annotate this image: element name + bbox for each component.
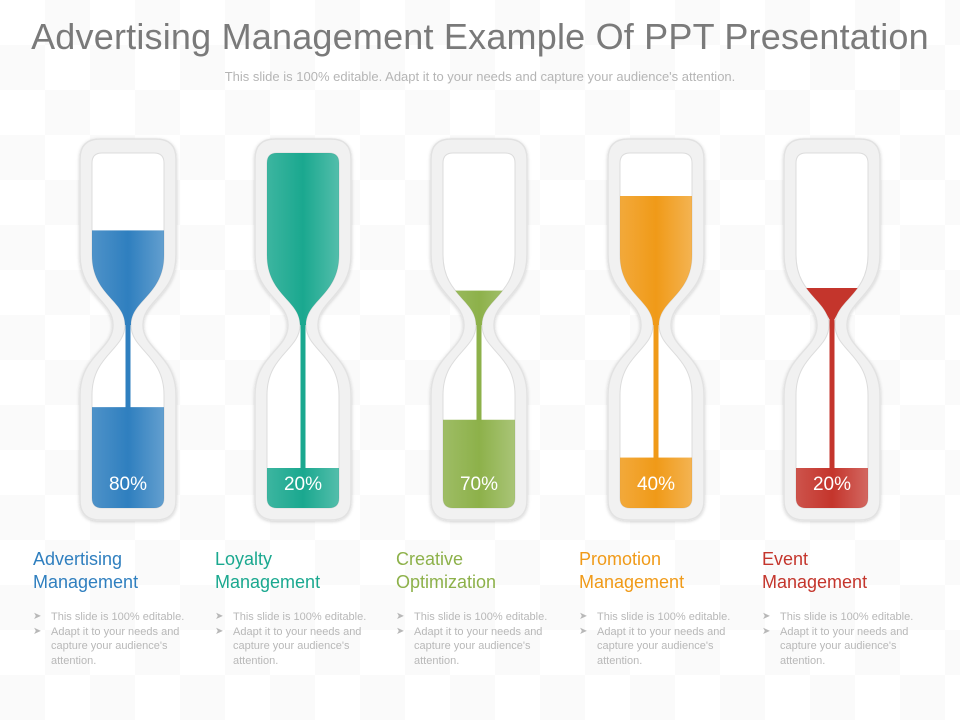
- sand-stream: [300, 320, 306, 470]
- sand-stream: [829, 320, 835, 470]
- caption-title-line: Management: [33, 572, 139, 592]
- caption-title-line: Optimization: [396, 572, 497, 592]
- bullet-item: ➤ Adapt it to your needs and capture your…: [33, 625, 205, 669]
- sand-bottom: [796, 468, 868, 508]
- bullet-arrow-icon: ➤: [396, 625, 405, 637]
- bullet-text: This slide is 100% editable.: [414, 611, 548, 623]
- caption-title-line: Management: [762, 572, 868, 592]
- caption-title: Creative Optimization: [396, 548, 568, 594]
- bullet-arrow-icon: ➤: [579, 625, 588, 637]
- sand-top: [620, 196, 692, 325]
- sand-bottom: [443, 419, 515, 508]
- bullet-text: Adapt it to your needs and capture your …: [597, 625, 726, 667]
- caption-5: Event Management ➤ This slide is 100% edita…: [762, 548, 934, 668]
- bullet-item: ➤ This slide is 100% editable.: [215, 610, 387, 625]
- sand-stream: [653, 320, 659, 460]
- bullet-arrow-icon: ➤: [579, 611, 588, 622]
- hourglass-5: 20%: [783, 138, 881, 521]
- percent-label: 20%: [813, 474, 851, 495]
- caption-title-line: Loyalty: [215, 549, 273, 569]
- hourglass-liquid: [92, 230, 164, 508]
- percent-label: 40%: [637, 474, 675, 495]
- bullet-item: ➤ Adapt it to your needs and capture your…: [396, 625, 568, 669]
- bullet-arrow-icon: ➤: [215, 625, 224, 637]
- caption-title-line: Management: [579, 572, 685, 592]
- bullet-text: Adapt it to your needs and capture your …: [51, 625, 180, 667]
- bullet-text: This slide is 100% editable.: [597, 611, 731, 623]
- hourglass-2: 20%: [254, 138, 352, 521]
- bullet-arrow-icon: ➤: [762, 611, 771, 622]
- bullet-item: ➤ Adapt it to your needs and capture your…: [762, 625, 934, 669]
- caption-2: Loyalty Management ➤ This slide is 100% edi…: [215, 548, 387, 668]
- sand-stream: [476, 320, 482, 422]
- percent-label: 80%: [109, 474, 147, 495]
- bullet-arrow-icon: ➤: [396, 611, 405, 622]
- hourglass-liquid: [796, 288, 868, 508]
- caption-3: Creative Optimization ➤ This slide is 100% …: [396, 548, 568, 668]
- hourglass-1: 80%: [79, 138, 177, 521]
- caption-4: Promotion Management ➤ This slide is 100% e…: [579, 548, 751, 668]
- hourglass-diagram: 80% 20% 70% 40% 20%: [79, 138, 881, 521]
- bullet-text: Adapt it to your needs and capture your …: [414, 625, 543, 667]
- caption-bullets: ➤ This slide is 100% editable. ➤ Adapt it t…: [215, 610, 387, 668]
- sand-top: [804, 288, 860, 325]
- bullet-text: Adapt it to your needs and capture your …: [780, 625, 909, 667]
- bullet-item: ➤ This slide is 100% editable.: [33, 610, 205, 625]
- bullet-item: ➤ Adapt it to your needs and capture your…: [215, 625, 387, 669]
- hourglass-4: 40%: [607, 138, 705, 521]
- bullet-item: ➤ Adapt it to your needs and capture your…: [579, 625, 751, 669]
- bullet-arrow-icon: ➤: [762, 625, 771, 637]
- caption-title-line: Management: [215, 572, 321, 592]
- bullet-arrow-icon: ➤: [33, 625, 42, 637]
- percent-label: 70%: [460, 474, 498, 495]
- bullet-arrow-icon: ➤: [215, 611, 224, 622]
- page-title: Advertising Management Example Of PPT Pr…: [31, 16, 929, 57]
- sand-top: [92, 230, 164, 325]
- caption-title: Promotion Management: [579, 548, 751, 594]
- bullet-text: This slide is 100% editable.: [780, 611, 914, 623]
- caption-1: Advertising Management ➤ This slide is 100%…: [33, 548, 205, 668]
- bullet-item: ➤ This slide is 100% editable.: [579, 610, 751, 625]
- page-subtitle: This slide is 100% editable. Adapt it to…: [224, 69, 736, 84]
- sand-bottom: [267, 468, 339, 508]
- sand-stream: [125, 320, 131, 410]
- bullet-item: ➤ This slide is 100% editable.: [762, 610, 934, 625]
- bullet-text: This slide is 100% editable.: [51, 611, 185, 623]
- caption-bullets: ➤ This slide is 100% editable. ➤ Adapt it t…: [33, 610, 205, 668]
- caption-bullets: ➤ This slide is 100% editable. ➤ Adapt it t…: [396, 610, 568, 668]
- bullet-text: Adapt it to your needs and capture your …: [233, 625, 362, 667]
- caption-title: Loyalty Management: [215, 548, 387, 594]
- caption-title-line: Advertising: [33, 549, 123, 569]
- sand-bottom: [620, 457, 692, 508]
- caption-bullets: ➤ This slide is 100% editable. ➤ Adapt it t…: [579, 610, 751, 668]
- caption-bullets: ➤ This slide is 100% editable. ➤ Adapt it t…: [762, 610, 934, 668]
- caption-title-line: Event: [762, 549, 809, 569]
- caption-title-line: Promotion: [579, 549, 662, 569]
- caption-title: Advertising Management: [33, 548, 205, 594]
- caption-title-line: Creative: [396, 549, 464, 569]
- hourglass-3: 70%: [430, 138, 528, 521]
- bullet-text: This slide is 100% editable.: [233, 611, 367, 623]
- caption-title: Event Management: [762, 548, 934, 594]
- bullet-item: ➤ This slide is 100% editable.: [396, 610, 568, 625]
- sand-bottom: [92, 407, 164, 508]
- bullet-arrow-icon: ➤: [33, 611, 42, 622]
- percent-label: 20%: [284, 474, 322, 495]
- hourglass-liquid: [443, 290, 515, 508]
